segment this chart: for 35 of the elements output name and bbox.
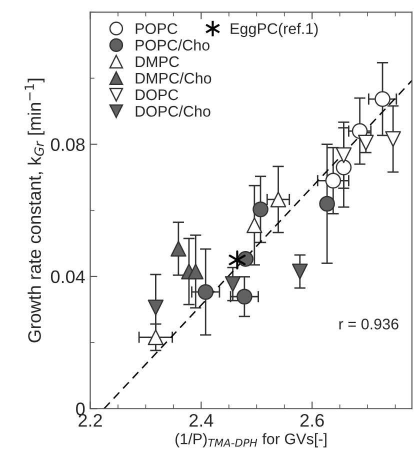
legend-label: DOPC [136,89,178,100]
point [148,300,164,316]
legend-label: DMPC [136,56,179,68]
x-tick-label: 2.4 [190,414,214,427]
point [252,201,268,218]
x-tick-label: 2.2 [78,414,102,427]
point [236,288,252,305]
point [198,284,214,300]
y-axis-title: Growth rate constant, k$_{Gr}$ [min$^{−1}$] [24,78,45,342]
point [358,134,374,151]
point [228,250,246,270]
point [319,196,335,212]
legend-label: DOPC/Cho [136,106,210,117]
legend-label: DMPC/Cho [136,72,212,84]
legend-label: POPC [136,23,178,34]
legend-label: POPC/Cho [136,39,210,51]
x-tick-label: 2.6 [300,414,324,427]
point [325,172,342,189]
annotation: r = 0.936 [339,318,398,330]
legend-label: EggPC(ref.1) [230,22,318,38]
point [188,264,204,280]
point [385,131,401,147]
point [336,147,352,164]
point [292,264,308,280]
point [270,192,286,208]
y-tick-label: 0.08 [50,138,85,152]
point [374,91,390,107]
point [224,276,241,292]
point [336,160,352,176]
point [170,240,186,257]
point [148,329,164,346]
point [246,217,262,234]
x-axis-title: (1/P)$_{TMA-DPH}$ for GVs[-] [175,433,326,448]
y-tick-label: 0.04 [50,270,85,284]
y-tick-label: 0 [76,402,85,416]
